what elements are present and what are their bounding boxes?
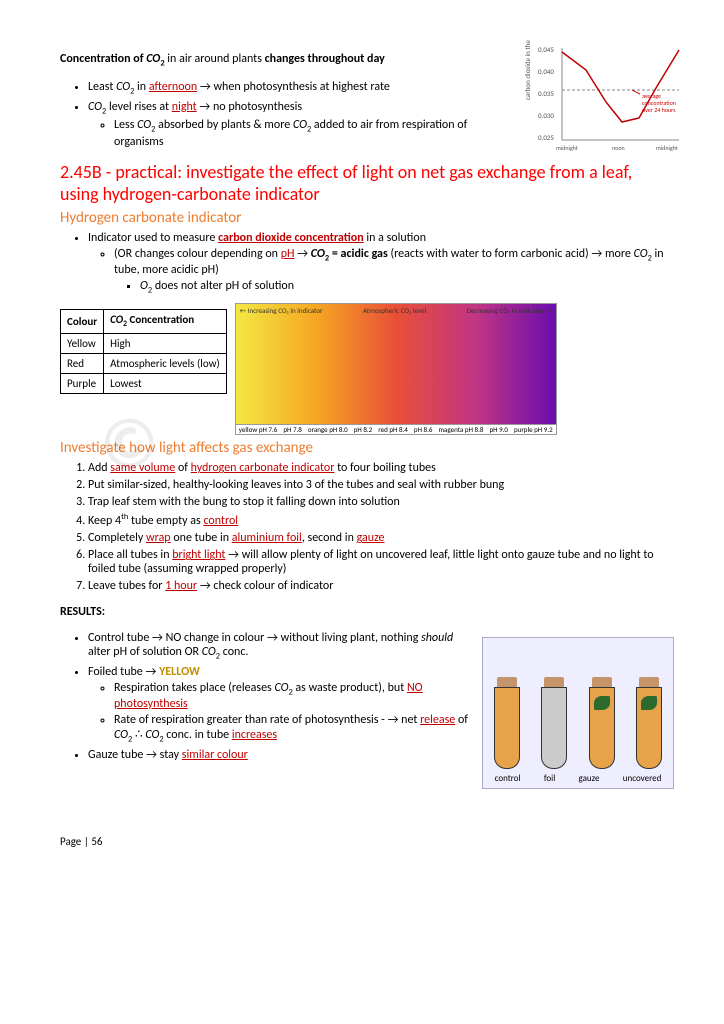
svg-text:noon: noon — [612, 144, 625, 152]
hci-bullets: Indicator used to measure carbon dioxide… — [60, 231, 674, 296]
page-number: Page | 56 — [60, 835, 674, 848]
results-tubes-figure: control foil gauze uncovered — [482, 637, 674, 789]
co2-chart: carbon dioxide in the air / % 0.045 0.04… — [524, 40, 684, 160]
results-heading: RESULTS: — [60, 605, 674, 619]
results-bullets: Control tube → NO change in colour → wit… — [60, 631, 468, 761]
svg-text:0.035: 0.035 — [538, 89, 554, 98]
section-heading-245b: 2.45B - practical: investigate the effec… — [60, 161, 674, 205]
svg-text:0.045: 0.045 — [538, 45, 554, 54]
subheading-investigate: Investigate how light affects gas exchan… — [60, 439, 674, 457]
chart-ylabel: carbon dioxide in the air / % — [524, 40, 532, 100]
svg-text:midnight: midnight — [656, 144, 678, 152]
top-heading: Concentration of CO2 in air around plant… — [60, 52, 440, 68]
colour-table: ColourCO2 Concentration YellowHigh RedAt… — [60, 309, 227, 393]
indicator-gradient-figure: ← Increasing CO₂ in indicator Atmospheri… — [235, 303, 557, 435]
steps-list: Add same volume of hydrogen carbonate in… — [60, 461, 674, 593]
subheading-hci: Hydrogen carbonate indicator — [60, 209, 674, 227]
chart-annotation: average concentration over 24 hours — [642, 92, 677, 114]
top-bullets: Least CO2 in afternoon → when photosynth… — [60, 80, 468, 148]
svg-text:midnight: midnight — [556, 144, 578, 152]
svg-text:0.040: 0.040 — [538, 67, 554, 76]
svg-text:0.030: 0.030 — [538, 111, 554, 120]
svg-text:0.025: 0.025 — [538, 133, 554, 142]
